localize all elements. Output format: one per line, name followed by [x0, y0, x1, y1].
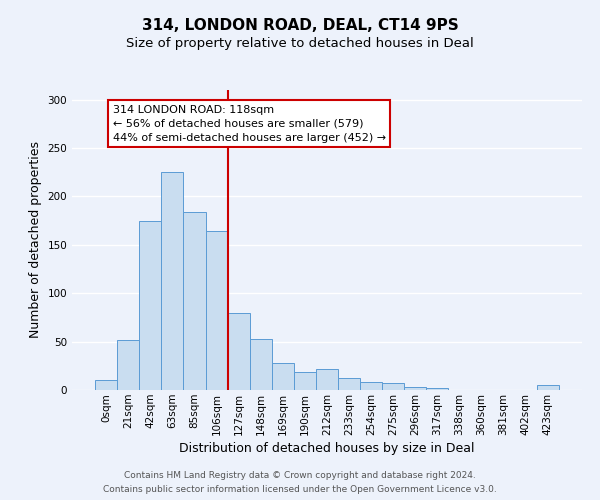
Bar	[316, 368, 338, 390]
Bar	[294, 372, 316, 390]
X-axis label: Distribution of detached houses by size in Deal: Distribution of detached houses by size …	[179, 442, 475, 455]
Bar	[537, 385, 559, 390]
Text: Contains public sector information licensed under the Open Government Licence v3: Contains public sector information licen…	[103, 484, 497, 494]
Bar	[360, 382, 382, 390]
Bar	[206, 232, 227, 390]
Text: Size of property relative to detached houses in Deal: Size of property relative to detached ho…	[126, 38, 474, 51]
Bar	[250, 338, 272, 390]
Bar	[117, 340, 139, 390]
Text: Contains HM Land Registry data © Crown copyright and database right 2024.: Contains HM Land Registry data © Crown c…	[124, 472, 476, 480]
Bar	[382, 383, 404, 390]
Y-axis label: Number of detached properties: Number of detached properties	[29, 142, 42, 338]
Text: 314, LONDON ROAD, DEAL, CT14 9PS: 314, LONDON ROAD, DEAL, CT14 9PS	[142, 18, 458, 32]
Bar	[427, 388, 448, 390]
Bar	[161, 172, 184, 390]
Bar	[338, 378, 360, 390]
Bar	[95, 380, 117, 390]
Bar	[227, 312, 250, 390]
Text: 314 LONDON ROAD: 118sqm
← 56% of detached houses are smaller (579)
44% of semi-d: 314 LONDON ROAD: 118sqm ← 56% of detache…	[113, 104, 386, 142]
Bar	[404, 387, 427, 390]
Bar	[139, 220, 161, 390]
Bar	[184, 212, 206, 390]
Bar	[272, 363, 294, 390]
